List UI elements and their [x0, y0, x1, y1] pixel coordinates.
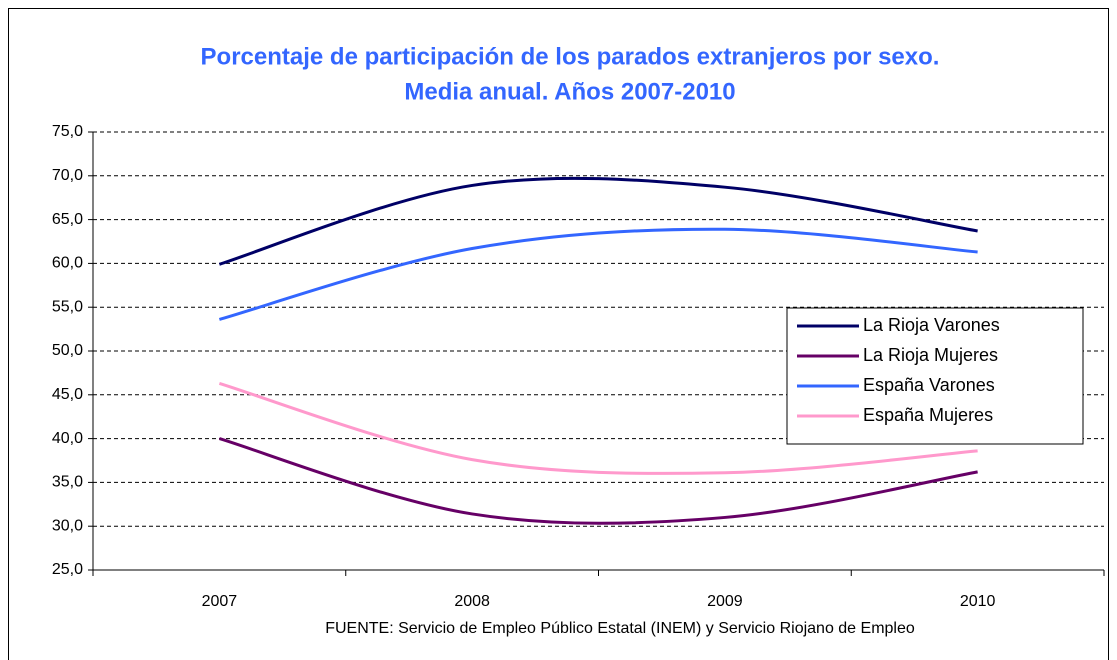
legend-label: España Mujeres — [863, 405, 993, 425]
y-tick-label: 65,0 — [52, 211, 83, 228]
chart-title: Porcentaje de participación de los parad… — [201, 43, 940, 70]
x-tick-label: 2007 — [202, 593, 238, 610]
chart-title: Media anual. Años 2007-2010 — [404, 78, 735, 105]
series-line — [218, 437, 978, 525]
y-tick-label: 30,0 — [52, 517, 83, 534]
y-tick-label: 55,0 — [52, 298, 83, 315]
y-tick-label: 60,0 — [52, 255, 83, 272]
legend-label: España Varones — [863, 375, 995, 395]
y-tick-label: 70,0 — [52, 167, 83, 184]
y-tick-label: 35,0 — [52, 474, 83, 491]
legend-label: La Rioja Varones — [863, 315, 1000, 335]
legend-label: La Rioja Mujeres — [863, 345, 998, 365]
y-tick-label: 75,0 — [52, 123, 83, 140]
series-line — [218, 176, 978, 266]
y-tick-label: 40,0 — [52, 430, 83, 447]
y-tick-label: 50,0 — [52, 342, 83, 359]
series-line — [218, 227, 978, 321]
series-line — [218, 381, 978, 475]
x-tick-label: 2009 — [707, 593, 743, 610]
y-tick-label: 25,0 — [52, 561, 83, 578]
legend-box — [786, 307, 1084, 445]
y-tick-label: 45,0 — [52, 386, 83, 403]
x-tick-label: 2008 — [454, 593, 490, 610]
chart-border — [8, 8, 1109, 660]
source-note: FUENTE: Servicio de Empleo Público Estat… — [325, 620, 915, 637]
x-tick-label: 2010 — [960, 593, 996, 610]
